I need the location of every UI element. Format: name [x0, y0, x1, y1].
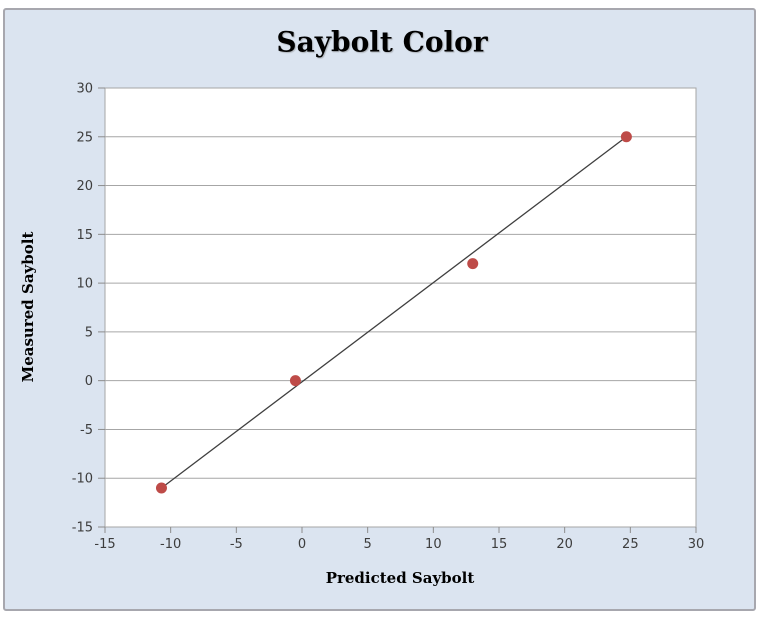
x-tick-label: 30: [688, 537, 705, 552]
chart-title: Saybolt Color: [276, 25, 488, 59]
y-tick-label: -15: [72, 521, 93, 536]
y-tick-label: 5: [85, 325, 93, 340]
y-tick-label: 25: [76, 130, 93, 145]
data-point: [467, 258, 479, 270]
y-tick-label: -10: [72, 472, 93, 487]
y-tick-label: 0: [85, 374, 93, 389]
x-tick-label: 10: [425, 537, 442, 552]
y-axis-title: Measured Saybolt: [19, 231, 37, 383]
x-tick-label: 20: [556, 537, 573, 552]
y-tick-label: 20: [76, 179, 93, 194]
data-point: [155, 482, 167, 494]
trend-line: [161, 136, 627, 489]
x-tick-label: -5: [230, 537, 243, 552]
x-axis-title: Predicted Saybolt: [325, 569, 475, 587]
x-tick-label: 5: [364, 537, 372, 552]
y-tick-label: 30: [76, 82, 93, 97]
x-tick-label: 25: [622, 537, 639, 552]
y-tick-label: 10: [76, 277, 93, 292]
data-point: [620, 131, 632, 143]
plot-border: [104, 87, 697, 528]
y-tick-label: -5: [80, 423, 93, 438]
data-point: [289, 375, 301, 387]
x-tick-label: -10: [160, 537, 181, 552]
x-tick-label: 0: [298, 537, 306, 552]
x-tick-label: -15: [94, 537, 115, 552]
x-tick-label: 15: [491, 537, 508, 552]
y-tick-label: 15: [76, 228, 93, 243]
